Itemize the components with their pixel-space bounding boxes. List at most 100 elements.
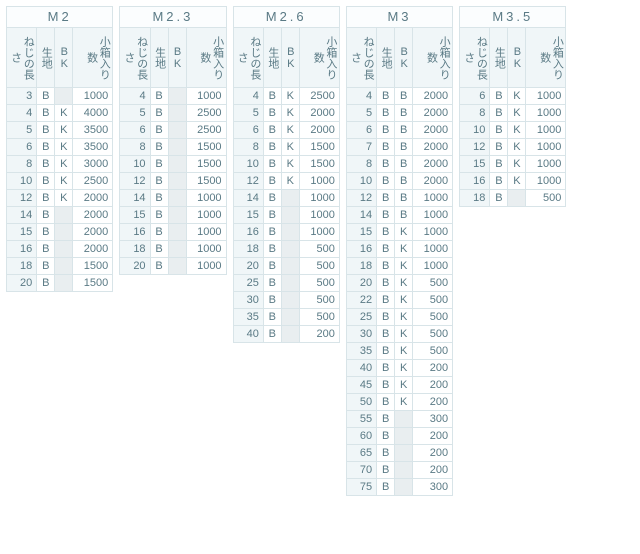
- cell-qty: 2000: [73, 224, 113, 241]
- table-row: 20B1500: [7, 275, 113, 292]
- cell-finish-b: [395, 411, 413, 428]
- cell-finish-a: B: [37, 224, 55, 241]
- column-header: 生地: [263, 28, 281, 88]
- cell-finish-b: [281, 292, 299, 309]
- table-row: 22BK500: [346, 292, 452, 309]
- cell-finish-b: [395, 479, 413, 496]
- cell-qty: 1000: [526, 105, 566, 122]
- cell-finish-a: B: [150, 88, 168, 105]
- cell-qty: 1500: [73, 258, 113, 275]
- cell-length: 20: [346, 275, 376, 292]
- column-header: BK: [55, 28, 73, 88]
- column-header: ねじの長さ: [7, 28, 37, 88]
- cell-length: 15: [120, 207, 150, 224]
- column-header: BK: [508, 28, 526, 88]
- table-row: 20B1000: [120, 258, 226, 275]
- cell-length: 3: [7, 88, 37, 105]
- cell-length: 40: [346, 360, 376, 377]
- cell-finish-b: K: [55, 105, 73, 122]
- table-row: 15BK1000: [460, 156, 566, 173]
- cell-finish-b: K: [55, 122, 73, 139]
- cell-length: 18: [233, 241, 263, 258]
- cell-finish-a: B: [377, 326, 395, 343]
- table-row: 50BK200: [346, 394, 452, 411]
- cell-qty: 200: [413, 360, 453, 377]
- cell-finish-b: K: [508, 156, 526, 173]
- table-row: 30B500: [233, 292, 339, 309]
- cell-finish-a: B: [377, 394, 395, 411]
- cell-length: 5: [120, 105, 150, 122]
- table-row: 3B1000: [7, 88, 113, 105]
- cell-qty: 1500: [299, 156, 339, 173]
- table-row: 75B300: [346, 479, 452, 496]
- spec-table: M3.5ねじの長さ生地BK小箱入り数6BK10008BK100010BK1000…: [459, 6, 566, 207]
- table-row: 4BK4000: [7, 105, 113, 122]
- cell-length: 16: [233, 224, 263, 241]
- table-row: 15BK1000: [346, 224, 452, 241]
- cell-qty: 1000: [186, 258, 226, 275]
- cell-finish-a: B: [37, 88, 55, 105]
- cell-qty: 1500: [299, 139, 339, 156]
- table-row: 25B500: [233, 275, 339, 292]
- cell-length: 15: [233, 207, 263, 224]
- cell-finish-a: B: [490, 156, 508, 173]
- table-row: 15B1000: [120, 207, 226, 224]
- table-row: 10B1500: [120, 156, 226, 173]
- cell-finish-b: [55, 258, 73, 275]
- cell-finish-b: [281, 224, 299, 241]
- cell-finish-b: [281, 190, 299, 207]
- spec-table: M2.3ねじの長さ生地BK小箱入り数4B10005B25006B25008B15…: [119, 6, 226, 275]
- cell-finish-a: B: [37, 139, 55, 156]
- table-row: 18B500: [460, 190, 566, 207]
- cell-finish-b: [168, 190, 186, 207]
- cell-finish-a: B: [263, 122, 281, 139]
- cell-finish-a: B: [37, 190, 55, 207]
- cell-qty: 2500: [186, 122, 226, 139]
- cell-length: 8: [7, 156, 37, 173]
- column-header: ねじの長さ: [233, 28, 263, 88]
- cell-qty: 2000: [299, 105, 339, 122]
- table-row: 14BB1000: [346, 207, 452, 224]
- table-row: 12BK1000: [233, 173, 339, 190]
- cell-finish-a: B: [377, 190, 395, 207]
- cell-finish-b: [168, 156, 186, 173]
- cell-finish-b: K: [55, 190, 73, 207]
- cell-length: 16: [120, 224, 150, 241]
- cell-finish-a: B: [377, 224, 395, 241]
- cell-qty: 2000: [413, 139, 453, 156]
- cell-length: 18: [7, 258, 37, 275]
- table-row: 5BB2000: [346, 105, 452, 122]
- table-row: 6BK3500: [7, 139, 113, 156]
- table-row: 40B200: [233, 326, 339, 343]
- cell-qty: 500: [299, 258, 339, 275]
- cell-qty: 500: [413, 309, 453, 326]
- cell-finish-b: K: [395, 275, 413, 292]
- table-row: 16B2000: [7, 241, 113, 258]
- table-title: M3.5: [459, 6, 566, 27]
- cell-finish-a: B: [377, 428, 395, 445]
- cell-length: 14: [233, 190, 263, 207]
- cell-finish-b: K: [281, 173, 299, 190]
- cell-finish-b: K: [395, 343, 413, 360]
- table-row: 12BB1000: [346, 190, 452, 207]
- cell-finish-b: K: [281, 156, 299, 173]
- cell-finish-b: K: [281, 139, 299, 156]
- cell-qty: 1000: [413, 241, 453, 258]
- table-row: 40BK200: [346, 360, 452, 377]
- spec-table: M3ねじの長さ生地BK小箱入り数4BB20005BB20006BB20007BB…: [346, 6, 453, 496]
- cell-length: 75: [346, 479, 376, 496]
- cell-finish-b: K: [395, 292, 413, 309]
- cell-finish-a: B: [377, 88, 395, 105]
- cell-qty: 500: [299, 241, 339, 258]
- table-row: 6BK2000: [233, 122, 339, 139]
- cell-qty: 1000: [186, 88, 226, 105]
- table-row: 15B2000: [7, 224, 113, 241]
- cell-finish-a: B: [377, 139, 395, 156]
- cell-length: 30: [233, 292, 263, 309]
- cell-length: 14: [346, 207, 376, 224]
- cell-finish-a: B: [263, 105, 281, 122]
- cell-length: 6: [460, 88, 490, 105]
- cell-qty: 200: [413, 377, 453, 394]
- cell-finish-a: B: [377, 241, 395, 258]
- cell-finish-a: B: [263, 173, 281, 190]
